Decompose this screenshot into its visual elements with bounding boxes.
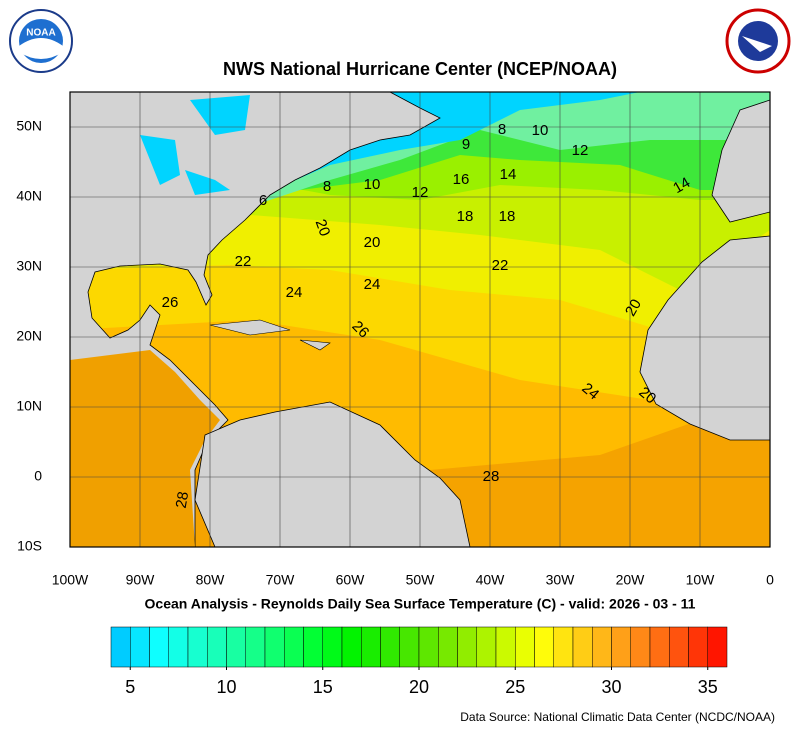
contour-label: 20 bbox=[364, 234, 381, 251]
lon-tick-label: 0 bbox=[766, 572, 774, 588]
lon-tick-label: 70W bbox=[266, 572, 296, 588]
colorbar-box bbox=[130, 626, 150, 668]
lon-tick-label: 20W bbox=[616, 572, 646, 588]
contour-label: 24 bbox=[364, 276, 381, 293]
colorbar-box bbox=[226, 626, 246, 668]
contour-label: 10 bbox=[364, 176, 381, 193]
colorbar-box bbox=[707, 626, 728, 668]
contour-label: 8 bbox=[498, 121, 506, 138]
lat-tick-label: 20N bbox=[16, 328, 42, 344]
colorbar-tick-label: 15 bbox=[313, 677, 333, 697]
contour-label: 22 bbox=[235, 253, 252, 270]
contour-label: 12 bbox=[572, 142, 589, 159]
colorbar-box bbox=[476, 626, 497, 668]
contour-label: 6 bbox=[259, 192, 267, 209]
contour-label: 10 bbox=[532, 122, 549, 139]
colorbar-box bbox=[534, 626, 554, 668]
colorbar-tick-label: 35 bbox=[698, 677, 718, 697]
colorbar-box bbox=[592, 626, 612, 668]
colorbar-box bbox=[495, 626, 516, 668]
contour-labels: 6 8 10 12 16 14 8 10 9 12 14 18 18 20 20… bbox=[162, 121, 694, 510]
contour-label: 26 bbox=[162, 294, 179, 311]
colorbar-box bbox=[284, 626, 304, 668]
map: 6 8 10 12 16 14 8 10 9 12 14 18 18 20 20… bbox=[70, 92, 770, 547]
colorbar-box bbox=[649, 626, 670, 668]
lon-tick-label: 10W bbox=[686, 572, 716, 588]
colorbar-box bbox=[457, 626, 477, 668]
colorbar-box bbox=[207, 626, 227, 668]
colorbar-tick-label: 5 bbox=[125, 677, 135, 697]
contour-label: 18 bbox=[499, 208, 516, 225]
contour-label: 14 bbox=[500, 166, 517, 183]
colorbar-box bbox=[361, 626, 381, 668]
colorbar-tick-label: 10 bbox=[216, 677, 236, 697]
contour-label: 14 bbox=[670, 174, 693, 197]
colorbar-box bbox=[341, 626, 362, 668]
colorbar-box bbox=[303, 626, 323, 668]
colorbar-box bbox=[380, 626, 400, 668]
axis-labels: 100W 90W 80W 70W 60W 50W 40W 30W 20W 10W 0 10S 0 10N 2… bbox=[16, 118, 774, 588]
lat-tick-label: 40N bbox=[16, 188, 42, 204]
colorbar-tick-label: 25 bbox=[505, 677, 525, 697]
noaa-logo: NOAA bbox=[9, 9, 73, 73]
lon-tick-label: 90W bbox=[126, 572, 156, 588]
colorbar-box bbox=[611, 626, 631, 668]
title: NWS National Hurricane Center (NCEP/NOAA… bbox=[223, 59, 617, 79]
graticule bbox=[70, 92, 770, 547]
colorbar-tick-label: 30 bbox=[601, 677, 621, 697]
lat-tick-label: 10S bbox=[17, 538, 42, 554]
lat-tick-label: 10N bbox=[16, 398, 42, 414]
contour-label: 20 bbox=[622, 296, 645, 319]
colorbar-box bbox=[418, 626, 439, 668]
map-frame bbox=[69, 91, 771, 548]
lat-tick-label: 0 bbox=[34, 468, 42, 484]
colorbar-box bbox=[630, 626, 651, 668]
lon-tick-label: 100W bbox=[52, 572, 89, 588]
contour-label: 18 bbox=[457, 208, 474, 225]
lon-tick-label: 30W bbox=[546, 572, 576, 588]
contour-label: 28 bbox=[173, 490, 193, 509]
colorbar-box bbox=[110, 626, 131, 668]
contour-label: 28 bbox=[483, 468, 500, 485]
contour-label: 20 bbox=[312, 217, 334, 238]
colorbar-box bbox=[149, 626, 169, 668]
contour-label: 16 bbox=[453, 171, 470, 188]
colorbar-box bbox=[245, 626, 266, 668]
contour-label: 9 bbox=[462, 136, 470, 153]
lon-tick-label: 50W bbox=[406, 572, 436, 588]
data-source: Data Source: National Climatic Data Cent… bbox=[460, 710, 775, 724]
colorbar-box bbox=[264, 626, 285, 668]
lon-tick-label: 80W bbox=[196, 572, 226, 588]
colorbar-box bbox=[322, 626, 343, 668]
colorbar-box bbox=[438, 626, 458, 668]
lat-tick-label: 50N bbox=[16, 118, 42, 134]
colorbar-box bbox=[399, 626, 420, 668]
contour-label: 24 bbox=[286, 284, 303, 301]
colorbar-box bbox=[688, 626, 708, 668]
logo-text: NOAA bbox=[26, 28, 55, 39]
subtitle: Ocean Analysis - Reynolds Daily Sea Surf… bbox=[145, 596, 696, 612]
colorbar-box bbox=[669, 626, 689, 668]
colorbar-box bbox=[572, 626, 593, 668]
colorbar-box bbox=[187, 626, 208, 668]
contour-label: 22 bbox=[492, 257, 509, 274]
contour-label: 8 bbox=[323, 178, 331, 195]
lon-tick-label: 60W bbox=[336, 572, 366, 588]
colorbar-box bbox=[515, 626, 535, 668]
colorbar-tick-label: 20 bbox=[409, 677, 429, 697]
nws-logo bbox=[725, 8, 791, 74]
lat-tick-label: 30N bbox=[16, 258, 42, 274]
colorbar-box bbox=[553, 626, 574, 668]
colorbar-box bbox=[168, 626, 189, 668]
lon-tick-label: 40W bbox=[476, 572, 506, 588]
contour-label: 12 bbox=[412, 184, 429, 201]
colorbar: 5 10 15 20 25 30 35 bbox=[110, 626, 728, 697]
